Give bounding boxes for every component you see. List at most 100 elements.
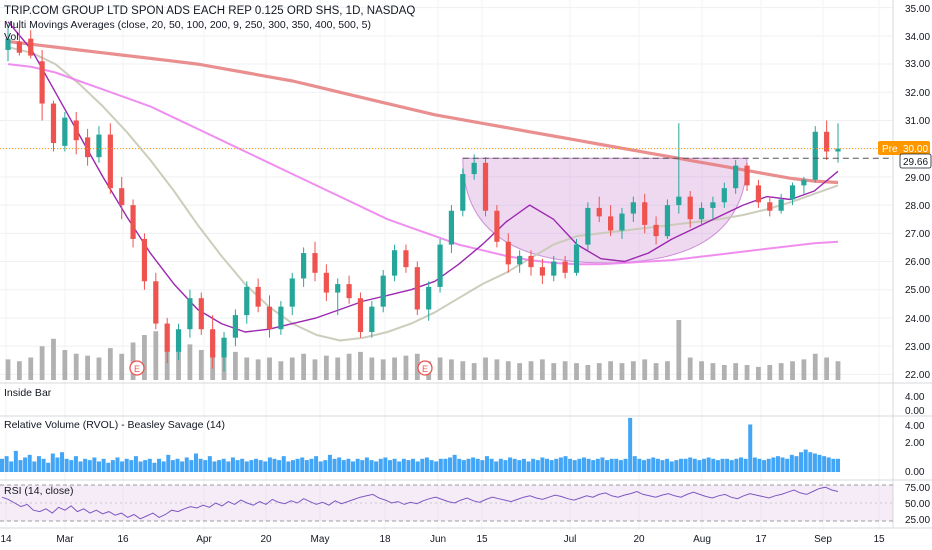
rvol-bar [577, 458, 582, 472]
rvol-bar [46, 462, 51, 472]
volume-bar [665, 361, 670, 380]
time-tick: 16 [117, 534, 129, 545]
volume-indicator-label[interactable]: Vol [4, 31, 19, 43]
candle-body [153, 281, 159, 324]
candle-body [266, 306, 273, 330]
rvol-bar [799, 452, 804, 472]
earnings-marker[interactable]: E [417, 360, 433, 376]
rsi-label[interactable]: RSI (14, close) [4, 485, 73, 497]
earnings-marker[interactable]: E [129, 360, 145, 376]
rvol-bar [448, 457, 453, 472]
rvol-bar [374, 461, 379, 472]
rvol-bar [581, 457, 586, 472]
candle-body [494, 210, 500, 242]
rvol-bar [674, 460, 679, 472]
rvol-bar [124, 458, 129, 472]
candle-body [130, 205, 136, 239]
price-tick: 29.00 [905, 173, 930, 184]
rvol-bar [817, 454, 822, 472]
rvol-bar [762, 460, 767, 472]
price-axis[interactable]: 35.00 34.00 33.00 32.00 31.00 29.00 28.0… [878, 4, 932, 381]
candle-body [767, 202, 773, 211]
rvol-bar [623, 458, 628, 472]
rvol-bar [822, 456, 827, 472]
candle-body [62, 117, 68, 146]
rvol-bar [720, 458, 725, 472]
price-tick: 22.00 [905, 370, 930, 381]
volume-bar [483, 357, 488, 380]
volume-bar [721, 365, 727, 380]
time-tick: Mar [56, 534, 74, 545]
volume-bar [460, 361, 466, 380]
rvol-bar [480, 460, 485, 472]
rvol-bar [591, 460, 596, 472]
rvol-bar [498, 458, 503, 472]
volume-bar [392, 357, 397, 380]
price-tick: 33.00 [905, 59, 930, 70]
rvol-tick: 2.00 [905, 438, 925, 449]
volume-bar [642, 359, 648, 380]
rvol-bar [13, 450, 18, 472]
pre-market-price-tag [878, 141, 930, 155]
rvol-bar [369, 460, 374, 472]
candle-body [812, 131, 818, 180]
rvol-bar [157, 458, 162, 472]
candle-body [755, 185, 762, 203]
ma-indicator-label[interactable]: Multi Movings Averages (close, 20, 50, 1… [4, 19, 371, 31]
volume-bar [449, 359, 454, 380]
candle-body [630, 202, 636, 214]
price-tick: 27.00 [905, 229, 930, 240]
rvol-bar [267, 457, 272, 472]
rvol-bar [217, 460, 222, 472]
rvol-bar [531, 458, 536, 472]
pane-dividers [0, 0, 932, 529]
time-axis[interactable]: 14 Mar 16 Apr 20 May 18 Jun 15 Jul 20 Au… [0, 534, 885, 545]
volume-bar [585, 365, 591, 380]
volume-bar [414, 353, 420, 380]
rvol-bar [549, 460, 554, 472]
inside-bar-tick: 4.00 [905, 392, 925, 403]
rvol-bar [475, 458, 480, 472]
inside-bar-label[interactable]: Inside Bar [4, 387, 52, 399]
candle-body [710, 202, 716, 208]
rvol-bar [466, 458, 471, 472]
volume-bar [244, 357, 250, 380]
rvol-bar [355, 458, 360, 472]
volume-bar [85, 355, 90, 380]
volume-bar [596, 363, 602, 380]
rvol-bar [572, 460, 577, 472]
rvol-bar [586, 458, 591, 472]
price-tick: 35.00 [905, 4, 930, 15]
time-tick: 18 [379, 534, 391, 545]
volume-bar [539, 359, 545, 380]
candle-body [107, 134, 113, 189]
time-tick: 17 [755, 534, 767, 545]
volume-bar [687, 357, 693, 380]
candle-body [73, 120, 79, 141]
rvol-bar [665, 458, 670, 472]
rvol-bar [341, 460, 346, 472]
price-tick: 32.00 [905, 88, 930, 99]
rvol-bar [734, 458, 739, 472]
rvol-tick: 4.00 [905, 421, 925, 432]
rvol-bar [420, 458, 425, 472]
volume-bar [73, 353, 79, 380]
rvol-bar [92, 457, 97, 472]
candle-body [369, 306, 375, 333]
time-tick: Sep [814, 534, 832, 545]
rvol-bar [785, 458, 790, 472]
rvol-bar [346, 458, 351, 472]
volume-bar [471, 363, 477, 380]
rvol-bar [78, 461, 83, 472]
rvol-label[interactable]: Relative Volume (RVOL) - Beasley Savage … [4, 419, 225, 431]
rvol-bar [295, 458, 300, 472]
chart-title: TRIP.COM GROUP LTD SPON ADS EACH REP 0.1… [4, 5, 415, 17]
rvol-bar [678, 458, 683, 472]
time-tick: Jul [564, 534, 577, 545]
rvol-bar [406, 460, 411, 472]
rvol-bar [743, 458, 748, 472]
candle-body [744, 165, 750, 186]
volume-bar [778, 363, 784, 380]
volume-bar [562, 361, 568, 380]
